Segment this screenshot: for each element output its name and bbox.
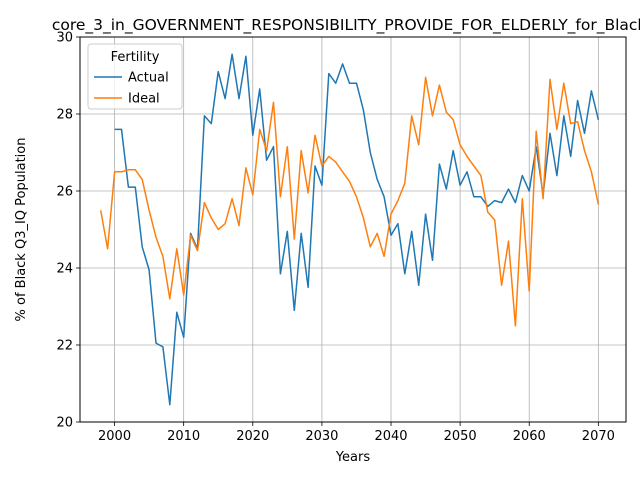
- y-tick-label: 20: [56, 416, 73, 431]
- plot-frame: [79, 36, 627, 423]
- legend-label-ideal: Ideal: [128, 92, 160, 107]
- legend: Fertility Actual Ideal: [87, 43, 183, 110]
- y-tick-label: 26: [56, 185, 73, 200]
- x-tick-label: 2020: [236, 429, 269, 444]
- legend-label-actual: Actual: [128, 71, 169, 86]
- x-axis-label: Years: [335, 450, 371, 465]
- legend-title: Fertility: [111, 50, 160, 65]
- legend-entries: Actual Ideal: [94, 71, 169, 107]
- series-lines: [99, 53, 600, 406]
- y-tick-label: 30: [56, 31, 73, 46]
- x-tick-label: 2050: [444, 429, 477, 444]
- x-tick-label: 2030: [305, 429, 338, 444]
- x-axis-ticks: 2000 2010 2020 2030 2040 2050 2060 2070: [98, 422, 615, 444]
- series-line-actual: [114, 53, 600, 406]
- y-axis-ticks: 20 22 24 26 28 30: [56, 31, 80, 431]
- y-axis-label: % of Black Q3_IQ Population: [14, 138, 29, 322]
- x-tick-label: 2060: [513, 429, 546, 444]
- y-tick-label: 28: [56, 108, 73, 123]
- x-tick-label: 2010: [167, 429, 200, 444]
- legend-box: [87, 43, 183, 110]
- series-line-ideal: [99, 76, 600, 327]
- chart-title: core_3_in_GOVERNMENT_RESPONSIBILITY_PROV…: [52, 16, 640, 35]
- y-tick-label: 24: [56, 262, 73, 277]
- x-tick-label: 2040: [374, 429, 407, 444]
- x-tick-label: 2000: [98, 429, 131, 444]
- x-tick-label: 2070: [582, 429, 615, 444]
- y-tick-label: 22: [56, 339, 73, 354]
